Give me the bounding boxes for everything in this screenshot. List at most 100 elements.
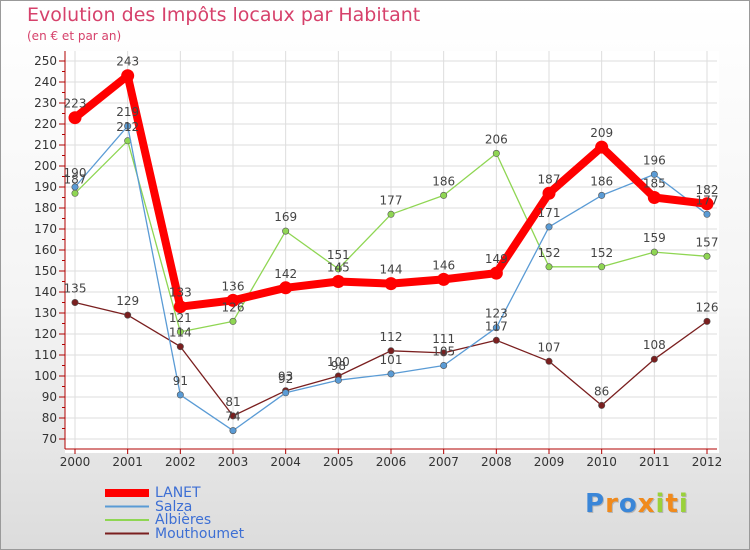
data-label: 186 — [432, 174, 455, 188]
y-tick-label: 160 — [34, 243, 57, 257]
data-point — [71, 189, 79, 197]
data-label: 219 — [116, 105, 139, 119]
proxiti-logo: Proxiti — [585, 489, 689, 519]
legend-item-mouthoumet: Mouthoumet — [155, 525, 245, 542]
data-label: 144 — [380, 263, 403, 277]
y-tick-label: 110 — [34, 348, 57, 362]
data-label: 169 — [274, 210, 297, 224]
data-label: 186 — [590, 174, 613, 188]
data-point — [229, 412, 237, 420]
data-point — [282, 227, 290, 235]
data-label: 126 — [696, 300, 719, 314]
data-point — [440, 191, 448, 199]
y-tick-label: 130 — [34, 306, 57, 320]
x-tick-label: 2004 — [270, 455, 301, 469]
data-label: 149 — [485, 252, 508, 266]
data-label: 206 — [485, 132, 508, 146]
x-tick-label: 2009 — [534, 455, 565, 469]
data-label: 93 — [278, 370, 293, 384]
data-point — [124, 122, 132, 130]
y-tick-label: 90 — [42, 390, 57, 404]
data-point — [68, 111, 82, 125]
data-point — [124, 311, 132, 319]
data-point — [489, 266, 503, 280]
logo-letter: i — [678, 489, 689, 519]
data-label: 196 — [643, 153, 666, 167]
data-label: 243 — [116, 55, 139, 69]
data-point — [440, 361, 448, 369]
data-point — [282, 389, 290, 397]
data-point — [229, 427, 237, 435]
legend-item-lanet: LANET — [155, 485, 201, 501]
data-label: 159 — [643, 231, 666, 245]
data-point — [492, 324, 500, 332]
logo-letter: i — [655, 489, 666, 519]
data-point — [440, 349, 448, 357]
y-tick-label: 100 — [34, 369, 57, 383]
y-tick-label: 220 — [34, 117, 57, 131]
data-label: 81 — [225, 395, 240, 409]
x-tick-label: 2010 — [586, 455, 617, 469]
data-label: 108 — [643, 338, 666, 352]
axes: 7080901001101201301401501601701801902002… — [34, 51, 722, 469]
data-point — [121, 69, 135, 83]
y-tick-label: 230 — [34, 96, 57, 110]
logo-letter: x — [637, 489, 656, 519]
data-point — [650, 355, 658, 363]
data-label: 190 — [64, 166, 87, 180]
data-label: 151 — [327, 248, 350, 262]
data-label: 101 — [380, 353, 403, 367]
data-point — [173, 300, 187, 314]
y-tick-label: 170 — [34, 222, 57, 236]
logo-letter: t — [665, 489, 679, 519]
data-point — [176, 343, 184, 351]
data-point — [545, 263, 553, 271]
data-label: 114 — [169, 326, 192, 340]
data-label: 107 — [538, 340, 561, 354]
x-tick-label: 2011 — [639, 455, 670, 469]
data-label: 135 — [64, 282, 87, 296]
x-tick-label: 2008 — [481, 455, 512, 469]
y-tick-label: 150 — [34, 264, 57, 278]
data-label: 182 — [696, 183, 719, 197]
series-lines — [68, 69, 714, 435]
data-label: 86 — [594, 384, 609, 398]
data-label: 157 — [696, 235, 719, 249]
plot-background — [65, 51, 719, 453]
data-label: 209 — [590, 126, 613, 140]
data-label: 100 — [327, 355, 350, 369]
data-label: 223 — [64, 97, 87, 111]
data-label: 177 — [696, 193, 719, 207]
chart-subtitle: (en € et par an) — [27, 29, 122, 43]
data-point — [387, 347, 395, 355]
data-point — [176, 328, 184, 336]
data-point — [700, 197, 714, 211]
data-label: 92 — [278, 372, 293, 386]
y-tick-label: 180 — [34, 201, 57, 215]
data-point — [492, 336, 500, 344]
data-label: 112 — [380, 330, 403, 344]
data-label: 123 — [485, 307, 508, 321]
data-label: 145 — [327, 261, 350, 275]
legend-swatches — [105, 489, 149, 535]
data-label: 98 — [331, 359, 346, 373]
data-point — [387, 210, 395, 218]
x-tick-label: 2001 — [112, 455, 143, 469]
data-label: 74 — [225, 410, 240, 424]
data-label: 171 — [538, 206, 561, 220]
data-label: 146 — [432, 258, 455, 272]
legend-item-albières: Albières — [155, 512, 212, 528]
data-point — [71, 183, 79, 191]
data-label: 105 — [432, 345, 455, 359]
x-tick-label: 2012 — [692, 455, 723, 469]
data-labels: 190 219 91 74 92 98 101 105 123 171 186 196 177 187 21… — [64, 55, 719, 424]
data-point — [492, 149, 500, 157]
data-point — [384, 277, 398, 291]
data-label: 117 — [485, 319, 508, 333]
data-label: 133 — [169, 286, 192, 300]
data-label: 187 — [64, 172, 87, 186]
x-tick-label: 2006 — [376, 455, 407, 469]
data-label: 185 — [643, 177, 666, 191]
